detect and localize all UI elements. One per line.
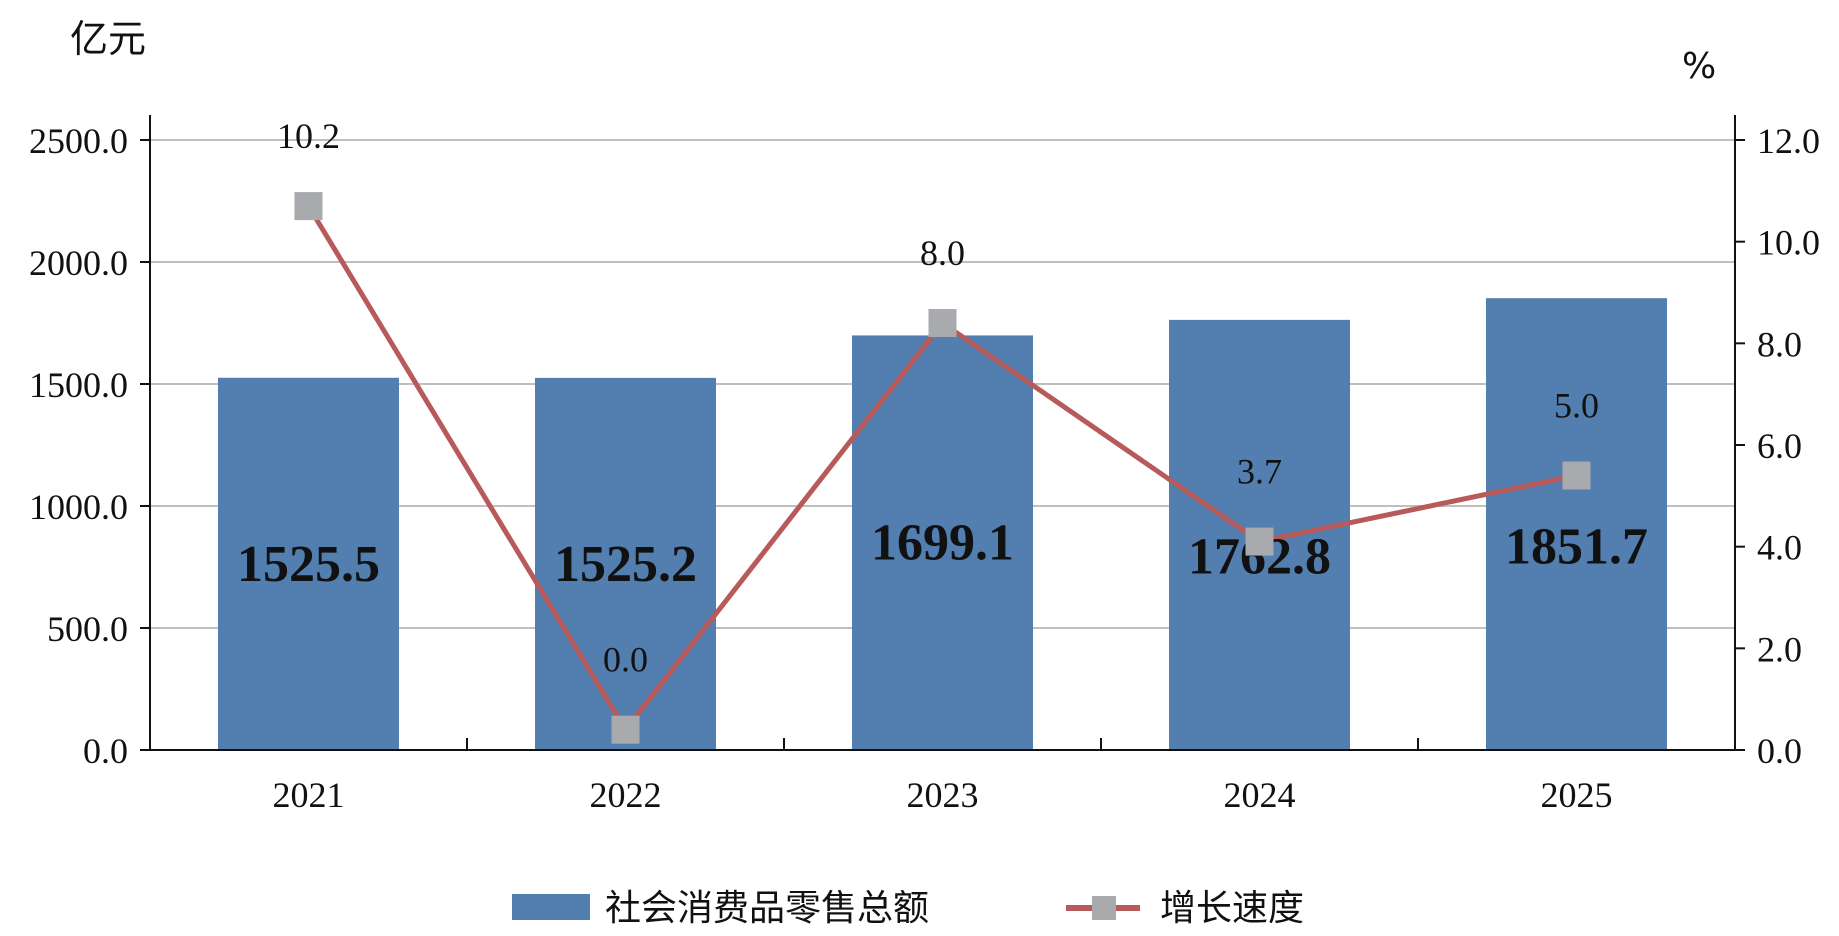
bar-value-label: 1851.7	[1505, 519, 1648, 576]
growth-marker	[1245, 527, 1274, 556]
x-axis-tick-label: 2021	[273, 775, 345, 815]
bar-value-label: 1699.1	[871, 515, 1014, 572]
growth-marker	[294, 192, 323, 221]
right-axis-unit: %	[1682, 46, 1716, 87]
bar	[1486, 298, 1667, 750]
left-axis-unit: 亿元	[70, 17, 146, 61]
growth-marker	[1562, 461, 1591, 490]
right-axis-tick-label: 4.0	[1757, 528, 1802, 568]
bar	[852, 335, 1033, 750]
x-axis-tick-label: 2025	[1541, 775, 1613, 815]
data-labels: 1525.5 1525.2 1699.1 1762.8 1851.710.20.08.0…	[237, 116, 1648, 744]
growth-value-label: 5.0	[1554, 386, 1599, 426]
right-axis-tick-label: 2.0	[1757, 629, 1802, 669]
bars	[218, 298, 1667, 750]
right-axis-tick-label: 8.0	[1757, 324, 1802, 364]
left-axis-tick-label: 500.0	[47, 609, 128, 649]
legend-swatch-bar	[512, 894, 590, 920]
left-axis-tick-label: 0.0	[83, 731, 128, 771]
right-axis-tick-label: 0.0	[1757, 731, 1802, 771]
legend-label-bar: 社会消费品零售总额	[605, 888, 929, 929]
x-axis-tick-label: 2023	[907, 775, 979, 815]
right-axis-tick-label: 12.0	[1757, 121, 1820, 161]
growth-value-label: 0.0	[603, 640, 648, 680]
growth-value-label: 10.2	[277, 116, 340, 156]
bar	[535, 377, 716, 750]
x-axis-tick-label: 2024	[1224, 775, 1296, 815]
legend-swatch-marker	[1092, 896, 1116, 920]
growth-value-label: 3.7	[1237, 452, 1282, 492]
legend-label-line: 增长速度	[1160, 888, 1304, 929]
left-axis-tick-label: 1000.0	[29, 487, 128, 527]
growth-marker	[611, 715, 640, 744]
legend: 社会消费品零售总额 增长速度	[512, 888, 1304, 929]
left-axis-tick-label: 1500.0	[29, 365, 128, 405]
bar-value-label: 1525.2	[554, 536, 697, 593]
right-axis-tick-label: 10.0	[1757, 223, 1820, 263]
bar-value-label: 1525.5	[237, 536, 380, 593]
growth-value-label: 8.0	[920, 233, 965, 273]
x-axis-tick-label: 2022	[590, 775, 662, 815]
left-axis-tick-label: 2500.0	[29, 121, 128, 161]
bar	[218, 377, 399, 750]
left-axis-tick-label: 2000.0	[29, 243, 128, 283]
axes: 0.0 500.0 1000.0 1500.0 2000.0 2500.0 0.0 2.0 4.…	[29, 115, 1820, 815]
growth-marker	[928, 309, 957, 337]
right-axis-tick-label: 6.0	[1757, 426, 1802, 466]
